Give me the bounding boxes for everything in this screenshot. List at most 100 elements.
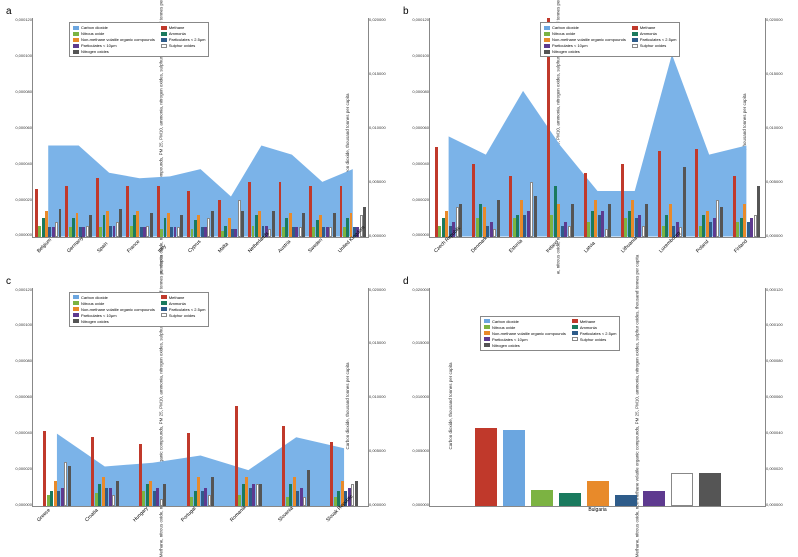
bar-methane: [475, 428, 497, 506]
legend-item-pm10: Particulates < 10µm: [544, 43, 626, 48]
legend-swatch-ammonia: [632, 32, 638, 36]
legend-swatch-nitrogen: [73, 319, 79, 323]
legend-label-pm25: Particulates < 2.5µm: [580, 331, 617, 336]
legend-label-pm10: Particulates < 10µm: [81, 43, 117, 48]
legend-swatch-pm25: [161, 38, 167, 42]
panel-b: b Methane, nitrous oxide, non-methane vo…: [401, 4, 794, 270]
legend-swatch-nitrous_oxide: [484, 325, 490, 329]
tick: 0,000040: [405, 162, 429, 166]
bar-group: [338, 18, 368, 237]
legend-label-carbon_dioxide: Carbon dioxide: [492, 319, 519, 324]
bar-group: [33, 18, 63, 237]
legend-swatch-nitrous_oxide: [73, 32, 79, 36]
legend-swatch-nitrogen: [73, 50, 79, 54]
bar-group: [246, 18, 276, 237]
x-label-bulgaria: Bulgaria: [588, 507, 606, 535]
legend-item-ammonia: Ammonia: [161, 301, 206, 306]
legend-item-methane: Methane: [632, 25, 677, 30]
legend-a: Carbon dioxideMethaneNitrous oxideAmmoni…: [69, 22, 209, 57]
legend-swatch-nitrous_oxide: [544, 32, 550, 36]
legend-item-ammonia: Ammonia: [632, 31, 677, 36]
legend-label-carbon_dioxide: Carbon dioxide: [552, 25, 579, 30]
legend-item-sulphur: Sulphur oxides: [572, 337, 617, 342]
legend-c: Carbon dioxide Methane Nitrous oxide Ammoni…: [69, 292, 209, 327]
panel-c-label: c: [6, 276, 11, 287]
plot-area-d: Carbon dioxideMethaneNitrous oxideAmmoni…: [429, 288, 766, 508]
y-ticks-left-d: 0,0000000,0050000,0100000,0150000,020000: [405, 288, 429, 508]
y-ticks-right-d: 0,0000000,0000200,0000400,0000600,000080…: [766, 288, 790, 508]
legend-label-nitrous_oxide: Nitrous oxide: [81, 301, 104, 306]
legend-swatch-carbon_dioxide: [484, 319, 490, 323]
bar-methane: [282, 426, 285, 506]
x-labels-c: GreeceCroatiaHungaryPortugalRomaniaSlove…: [32, 507, 369, 535]
legend-swatch-nmvoc: [73, 307, 79, 311]
tick: 0,000040: [8, 431, 32, 435]
legend-label-nitrous_oxide: Nitrous oxide: [81, 31, 104, 36]
legend-swatch-nmvoc: [484, 331, 490, 335]
legend-item-carbon_dioxide: Carbon dioxide: [73, 25, 155, 30]
legend-item-pm25: Particulates < 2.5µm: [572, 331, 617, 336]
bar-carbon-dioxide: [503, 430, 525, 506]
legend-label-methane: Methane: [640, 25, 656, 30]
bar-group: [216, 18, 246, 237]
legend-swatch-ammonia: [161, 301, 167, 305]
y-ticks-right-c: 0,0000000,0050000,0100000,0150000,020000: [369, 288, 393, 508]
legend-label-carbon_dioxide: Carbon dioxide: [81, 295, 108, 300]
legend-swatch-pm10: [544, 44, 550, 48]
tick: 0,000060: [405, 126, 429, 130]
bar-group: [504, 18, 541, 237]
bar-methane: [435, 147, 438, 236]
legend-item-nitrous_oxide: Nitrous oxide: [73, 31, 155, 36]
legend-item-nmvoc: Non-methane volatile organic compounds: [73, 37, 155, 42]
legend-swatch-nmvoc: [73, 38, 79, 42]
legend-swatch-pm10: [73, 44, 79, 48]
x-labels-a: BelgiumGermanySpainFranceItalyCyprusMalt…: [32, 238, 369, 266]
tick: 0,000080: [405, 90, 429, 94]
legend-item-sulphur: Sulphur oxides: [161, 313, 206, 318]
legend-label-pm10: Particulates < 10µm: [81, 313, 117, 318]
tick: 0,000120: [405, 18, 429, 22]
legend-swatch-methane: [161, 26, 167, 30]
legend-label-nitrogen: Nitrogen oxides: [81, 49, 109, 54]
tick: 0,000080: [766, 359, 790, 363]
tick: 0,000100: [766, 323, 790, 327]
y-ticks-left-b: 0,0000000,0000200,0000400,0000600,000080…: [405, 18, 429, 238]
panel-b-label: b: [403, 6, 409, 17]
tick: 0,000020: [8, 198, 32, 202]
legend-label-pm25: Particulates < 2.5µm: [640, 37, 677, 42]
tick: 0,010000: [369, 395, 393, 399]
legend-swatch-sulphur: [632, 44, 638, 48]
bar-nitrous: [531, 490, 553, 506]
tick: 0,020000: [405, 288, 429, 292]
legend-swatch-sulphur: [161, 44, 167, 48]
tick: 0,000000: [8, 233, 32, 237]
tick: 0,005000: [405, 449, 429, 453]
tick: 0,000080: [8, 90, 32, 94]
tick: 0,015000: [369, 341, 393, 345]
legend-item-sulphur: Sulphur oxides: [632, 43, 677, 48]
legend-label-methane: Methane: [169, 295, 185, 300]
x-labels-d: Bulgaria: [429, 507, 766, 535]
legend-item-nitrogen: Nitrogen oxides: [73, 49, 155, 54]
legend-swatch-nitrogen: [544, 50, 550, 54]
legend-label-nitrogen: Nitrogen oxides: [552, 49, 580, 54]
tick: 0,020000: [766, 18, 790, 22]
legend-item-nmvoc: Non-methane volatile organic compounds: [484, 331, 566, 336]
bar-group: [224, 288, 272, 507]
bar-pm25: [615, 495, 637, 506]
bar-nmvoc: [587, 481, 609, 506]
legend-item-sulphur: Sulphur oxides: [161, 43, 206, 48]
legend-label-methane: Methane: [580, 319, 596, 324]
y-ticks-left-c: 0,0000000,0000200,0000400,0000600,000080…: [8, 288, 32, 508]
panel-a-label: a: [6, 6, 12, 17]
legend-swatch-pm10: [73, 313, 79, 317]
tick: 0,000060: [766, 395, 790, 399]
legend-swatch-nmvoc: [544, 38, 550, 42]
tick: 0,000040: [766, 431, 790, 435]
legend-item-nmvoc: Non-methane volatile organic compounds: [544, 37, 626, 42]
legend-item-ammonia: Ammonia: [572, 325, 617, 330]
legend-item-nitrogen: Nitrogen oxides: [544, 49, 626, 54]
legend-item-methane: Methane: [161, 295, 206, 300]
legend-item-carbon_dioxide: Carbon dioxide: [544, 25, 626, 30]
legend-label-sulphur: Sulphur oxides: [640, 43, 666, 48]
